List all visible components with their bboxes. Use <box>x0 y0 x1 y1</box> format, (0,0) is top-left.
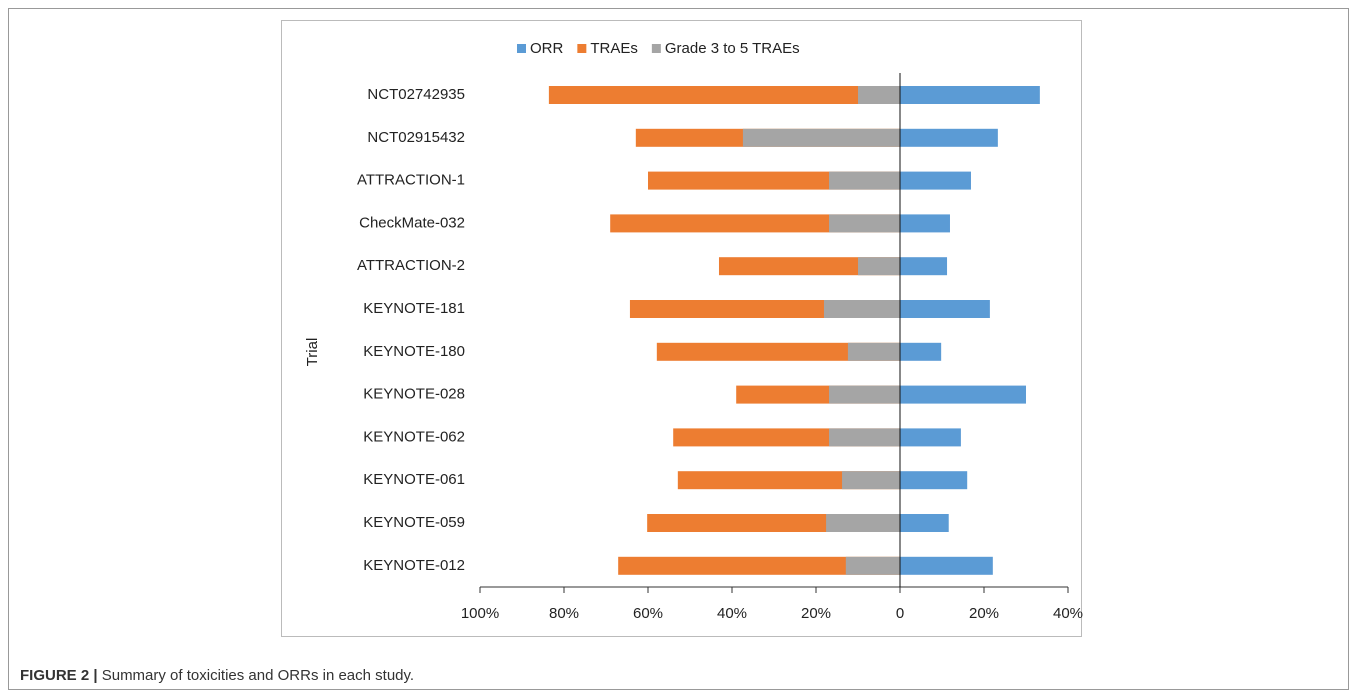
x-tick-label: 40% <box>717 605 747 622</box>
legend-swatch <box>577 44 587 53</box>
caption: FIGURE 2 | Summary of toxicities and ORR… <box>20 667 414 684</box>
x-tick-label: 20% <box>801 605 831 622</box>
bar <box>900 428 961 447</box>
legend-swatch <box>517 44 526 53</box>
y-tick-label: KEYNOTE-012 <box>363 557 465 574</box>
bar <box>842 471 900 490</box>
x-tick-label: 20% <box>969 605 999 622</box>
y-tick-label: NCT02915432 <box>367 129 465 146</box>
y-tick-label: KEYNOTE-062 <box>363 428 465 445</box>
bar <box>900 171 971 190</box>
y-tick-label: KEYNOTE-061 <box>363 471 465 488</box>
bar <box>718 257 900 276</box>
bar <box>823 300 900 318</box>
y-axis-label: Trial <box>304 338 321 367</box>
y-tick-label: KEYNOTE-028 <box>363 386 465 403</box>
x-tick-label: 40% <box>1053 605 1083 622</box>
y-tick-label: ATTRACTION-2 <box>357 257 465 274</box>
y-tick-label: CheckMate-032 <box>359 214 465 231</box>
y-tick-label: KEYNOTE-059 <box>363 514 465 531</box>
legend-label: Grade 3 to 5 TRAEs <box>665 40 800 57</box>
bar <box>829 214 900 233</box>
y-tick-label: ATTRACTION-1 <box>357 172 465 189</box>
legend-label: ORR <box>530 40 564 57</box>
bar <box>900 86 1040 104</box>
chart-border <box>281 20 1082 637</box>
bar <box>845 556 900 575</box>
bar <box>656 342 900 361</box>
y-tick-label: KEYNOTE-181 <box>363 300 465 317</box>
y-tick-label: NCT02742935 <box>367 86 465 103</box>
bar <box>829 428 900 447</box>
bar <box>858 86 900 104</box>
bar <box>900 214 950 233</box>
figure-label: FIGURE 2 | <box>20 667 98 684</box>
bar <box>900 385 1026 404</box>
bar <box>618 556 900 575</box>
x-tick-label: 60% <box>633 605 663 622</box>
bar <box>610 214 900 233</box>
bar <box>548 86 900 104</box>
x-tick-label: 80% <box>549 605 579 622</box>
caption-text: Summary of toxicities and ORRs in each s… <box>102 667 414 684</box>
bar <box>847 342 900 361</box>
bar <box>829 171 900 190</box>
bar <box>900 342 942 361</box>
x-tick-label: 0 <box>896 605 904 622</box>
bar <box>900 556 993 575</box>
x-tick-label: 100% <box>461 605 499 622</box>
bar <box>829 385 900 404</box>
bar <box>900 300 990 318</box>
bar <box>900 257 948 276</box>
bar <box>858 257 900 276</box>
figure-border <box>8 8 1349 690</box>
bar <box>900 128 998 147</box>
bar <box>900 514 949 532</box>
bar <box>742 128 900 147</box>
bar <box>826 514 900 532</box>
legend-swatch <box>651 44 661 53</box>
y-tick-label: KEYNOTE-180 <box>363 343 465 360</box>
legend-label: TRAEs <box>590 40 638 57</box>
bar <box>900 471 968 490</box>
